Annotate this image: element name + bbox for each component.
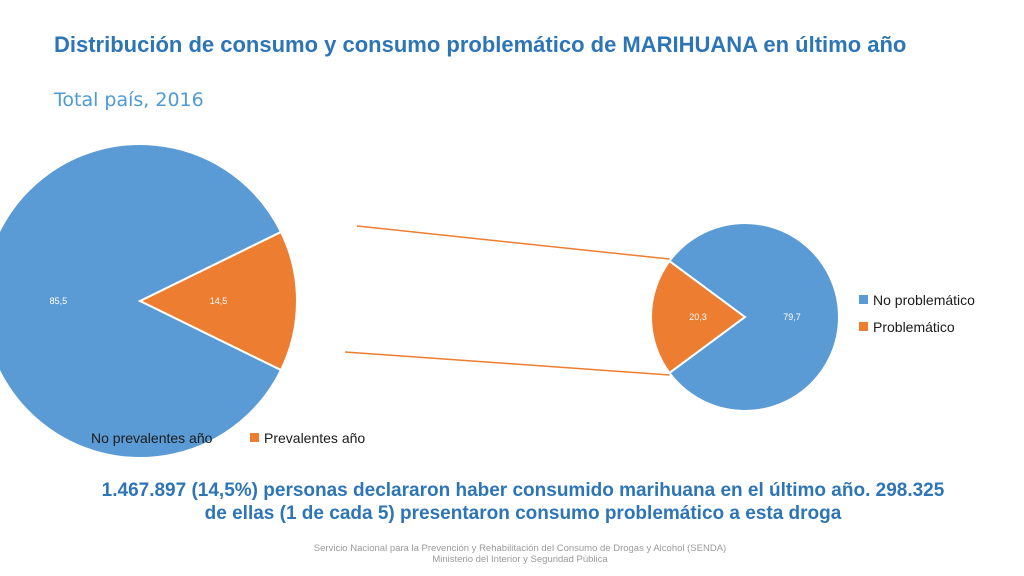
legend-pie1: No prevalentes año Prevalentes año	[78, 430, 365, 446]
legend-label-prevalentes: Prevalentes año	[264, 430, 365, 446]
legend-label-no-prevalentes: No prevalentes año	[91, 430, 213, 446]
legend-label-no-problematico: No problemático	[873, 292, 975, 308]
legend-pie2: No problemático Problemático	[859, 292, 975, 335]
footer-ministry: Ministerio del Interior y Seguridad Públ…	[432, 554, 608, 565]
page-title: Distribución de consumo y consumo proble…	[54, 32, 907, 57]
no-problematico-slice	[668, 222, 840, 412]
summary-text: 1.467.897 (14,5%) personas declararon ha…	[101, 480, 945, 524]
page-subtitle: Total país, 2016	[54, 89, 204, 111]
legend-swatch-no-prevalentes	[78, 433, 87, 442]
no-prevalentes-value-label: 85,5	[50, 296, 68, 306]
pie-chart-problematic: 20,3 79,7	[650, 222, 840, 412]
prevalentes-value-label: 14,5	[210, 296, 228, 306]
no-prevalentes-slice	[0, 143, 283, 459]
prevalentes-slice	[137, 230, 298, 372]
legend-swatch-prevalentes	[250, 433, 259, 442]
no-problematico-value-label: 79,7	[783, 312, 801, 322]
legend-swatch-no-problematico	[859, 295, 868, 304]
connector-lines	[344, 225, 670, 376]
problematico-slice	[650, 259, 747, 375]
connector-line-bottom	[344, 351, 670, 376]
footer-agency: Servicio Nacional para la Prevención y R…	[313, 543, 727, 554]
legend-label-problematico: Problemático	[873, 319, 955, 335]
connector-line-top	[356, 225, 670, 260]
problematico-value-label: 20,3	[689, 312, 707, 322]
legend-swatch-problematico	[859, 322, 868, 331]
pie-chart-prevalence: 14,5 85,5	[0, 143, 298, 459]
